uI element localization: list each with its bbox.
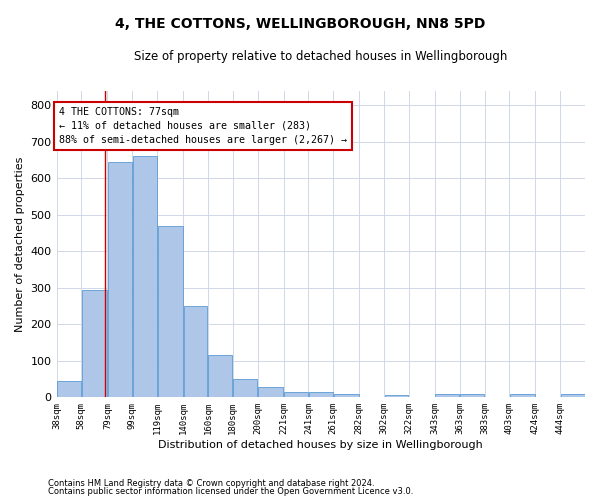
Text: 4, THE COTTONS, WELLINGBOROUGH, NN8 5PD: 4, THE COTTONS, WELLINGBOROUGH, NN8 5PD [115, 18, 485, 32]
Title: Size of property relative to detached houses in Wellingborough: Size of property relative to detached ho… [134, 50, 508, 63]
Y-axis label: Number of detached properties: Number of detached properties [15, 156, 25, 332]
Bar [184, 306, 208, 398]
Bar [436, 394, 459, 398]
Bar [258, 388, 283, 398]
Bar [309, 392, 332, 398]
Bar [82, 290, 107, 398]
Bar [158, 226, 182, 398]
Bar [57, 381, 81, 398]
Bar [560, 394, 584, 398]
Text: Contains HM Land Registry data © Crown copyright and database right 2024.: Contains HM Land Registry data © Crown c… [48, 478, 374, 488]
Bar [334, 394, 359, 398]
Bar [233, 379, 257, 398]
Bar [284, 392, 308, 398]
Bar [208, 356, 232, 398]
Bar [385, 395, 409, 398]
Text: Contains public sector information licensed under the Open Government Licence v3: Contains public sector information licen… [48, 487, 413, 496]
X-axis label: Distribution of detached houses by size in Wellingborough: Distribution of detached houses by size … [158, 440, 483, 450]
Bar [510, 394, 535, 398]
Bar [460, 394, 484, 398]
Bar [108, 162, 132, 398]
Bar [133, 156, 157, 398]
Text: 4 THE COTTONS: 77sqm
← 11% of detached houses are smaller (283)
88% of semi-deta: 4 THE COTTONS: 77sqm ← 11% of detached h… [59, 107, 347, 145]
